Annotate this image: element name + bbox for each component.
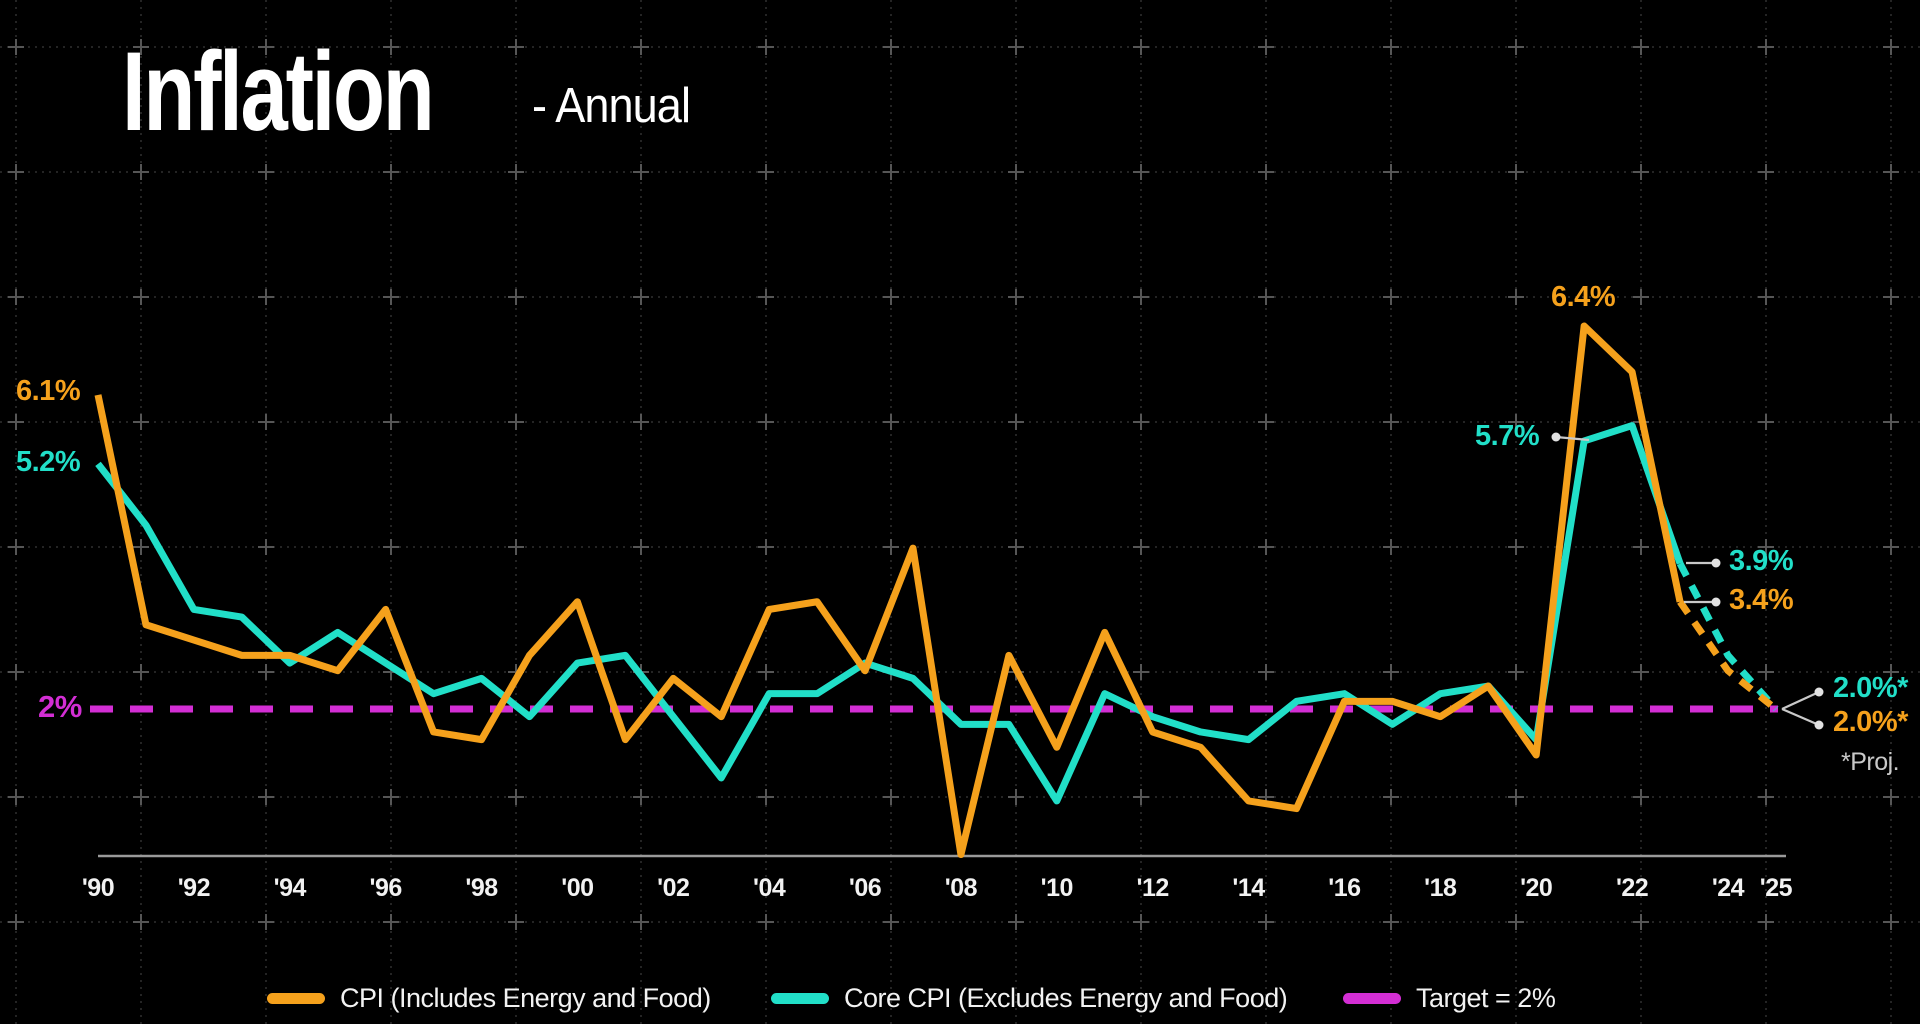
- x-tick-92: '92: [178, 874, 210, 902]
- leader-dot: [1814, 720, 1824, 730]
- chart-subtitle: - Annual: [532, 79, 691, 133]
- x-tick-00: '00: [561, 874, 593, 902]
- label-cpi-1990: 6.1%: [16, 375, 81, 407]
- leader-line: [1781, 707, 1820, 727]
- core-cpi-legend-label: Core CPI (Excludes Energy and Food): [844, 982, 1288, 1013]
- label-core-2023: 3.9%: [1729, 545, 1794, 577]
- x-tick-10: '10: [1041, 874, 1073, 902]
- x-tick-24: '24: [1712, 874, 1745, 902]
- core-cpi-line-swatch: [771, 992, 829, 1004]
- x-tick-08: '08: [945, 874, 978, 902]
- x-tick-14: '14: [1232, 874, 1265, 902]
- cpi-line-swatch: [267, 992, 325, 1004]
- label-target-2pct: 2%: [38, 689, 82, 724]
- core-line-projected: [1676, 561, 1779, 712]
- label-core-2022: 5.7%: [1475, 420, 1540, 452]
- legend-item-core-cpi: Core CPI (Excludes Energy and Food): [771, 982, 1288, 1013]
- legend-item-cpi: CPI (Includes Energy and Food): [267, 982, 711, 1013]
- x-tick-16: '16: [1328, 874, 1360, 902]
- grid-plus-markers: [8, 39, 1899, 930]
- target-legend-label: Target = 2%: [1416, 982, 1556, 1013]
- leader-dot: [1711, 597, 1721, 607]
- x-tick-02: '02: [657, 874, 689, 902]
- x-tick-20: '20: [1520, 874, 1552, 902]
- cpi-line-projected: [1677, 599, 1779, 712]
- cpi-line-solid: [94, 322, 1684, 859]
- cpi-legend-label: CPI (Includes Energy and Food): [340, 982, 711, 1013]
- x-tick-94: '94: [274, 874, 307, 902]
- label-cpi-2025-proj: 2.0%*: [1833, 706, 1908, 738]
- x-tick-12: '12: [1137, 874, 1169, 902]
- label-core-2025-proj: 2.0%*: [1833, 672, 1908, 704]
- label-core-1990: 5.2%: [16, 446, 81, 478]
- leader-dot: [1711, 558, 1721, 568]
- x-tick-90: '90: [82, 874, 114, 902]
- x-tick-18: '18: [1424, 874, 1457, 902]
- x-tick-25: '25: [1760, 874, 1793, 902]
- x-tick-98: '98: [465, 874, 498, 902]
- label-cpi-peak-2022: 6.4%: [1551, 281, 1616, 313]
- chart-title: Inflation: [122, 29, 435, 154]
- leader-dot: [1814, 687, 1824, 697]
- legend-item-target: Target = 2%: [1343, 982, 1556, 1013]
- x-tick-04: '04: [753, 874, 786, 902]
- x-tick-22: '22: [1616, 874, 1648, 902]
- leader-line: [1555, 435, 1590, 442]
- x-tick-06: '06: [849, 874, 881, 902]
- label-cpi-2023: 3.4%: [1729, 584, 1794, 616]
- x-tick-96: '96: [370, 874, 402, 902]
- target-line-swatch: [1343, 992, 1401, 1004]
- chart-header: Inflation: [122, 30, 530, 153]
- projection-footnote: *Proj.: [1841, 748, 1900, 776]
- leader-dot: [1551, 432, 1561, 442]
- leader-line: [1781, 691, 1820, 710]
